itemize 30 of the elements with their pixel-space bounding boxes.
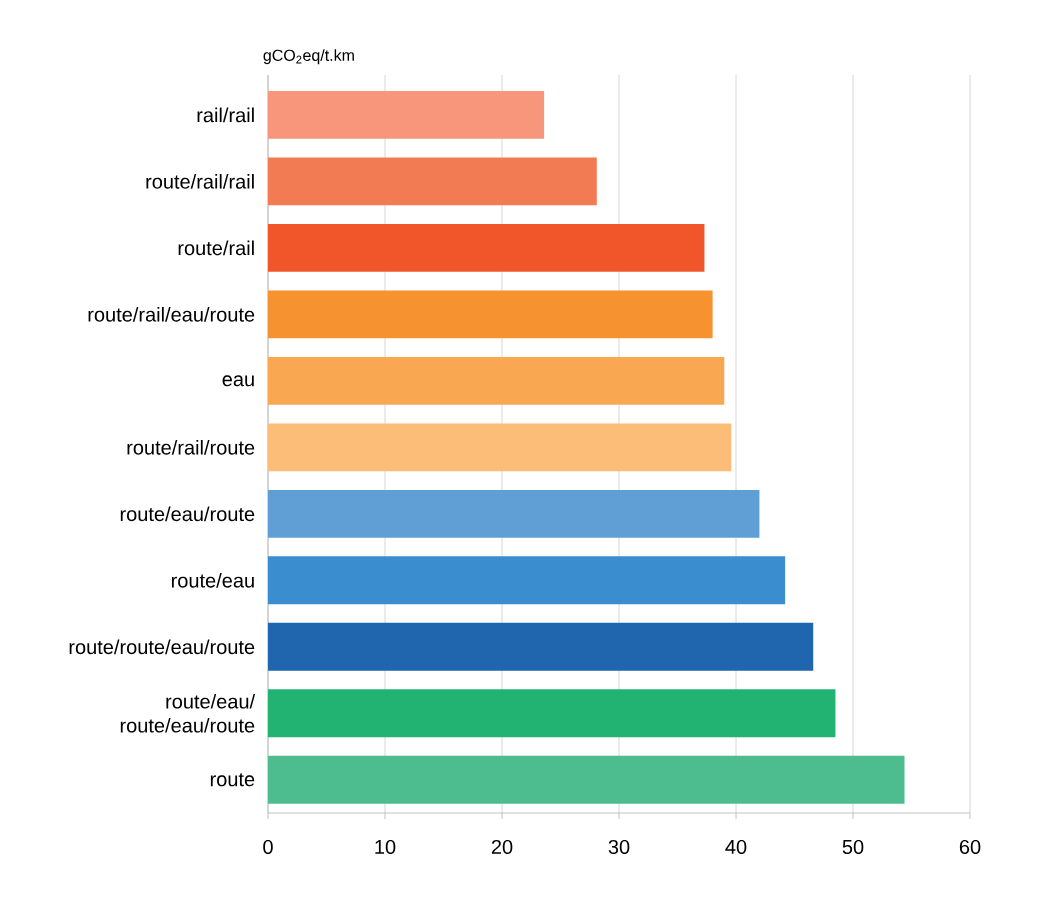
y-tick-label: route/rail/rail [146, 174, 254, 189]
x-tick-label: 60 [959, 839, 981, 855]
y-tick-label: route/eau/ route/eau/route [120, 693, 256, 733]
x-tick-label: 20 [491, 839, 513, 855]
y-tick-label: route [210, 773, 255, 787]
y-tick-label: route/rail/eau/route [88, 307, 255, 322]
y-tick-label: eau [222, 375, 254, 387]
bar [268, 489, 760, 538]
bar [268, 90, 545, 139]
x-tick-label: 40 [725, 839, 747, 855]
x-tick-label: 50 [842, 839, 864, 855]
bar [268, 622, 814, 671]
bar [268, 290, 713, 339]
bar [268, 157, 597, 206]
y-tick-label: route/route/eau/route [69, 639, 255, 655]
bar [268, 556, 786, 605]
x-tick-label: 10 [375, 839, 396, 855]
y-tick-label: route/rail/route [127, 439, 255, 455]
bar [268, 755, 905, 804]
y-axis-title: gCO$_{2}$eq/t.km [263, 49, 354, 65]
bar [268, 223, 705, 272]
x-tick-label: 30 [608, 839, 630, 855]
y-tick-label: rail/rail [197, 107, 254, 123]
y-tick-label: route/eau/route [120, 506, 255, 522]
bar [268, 356, 725, 405]
y-tick-label: route/eau [171, 572, 254, 588]
bar [268, 689, 836, 738]
x-tick-label: 0 [263, 839, 273, 855]
y-tick-label: route/rail [178, 240, 254, 256]
bar [268, 423, 732, 472]
